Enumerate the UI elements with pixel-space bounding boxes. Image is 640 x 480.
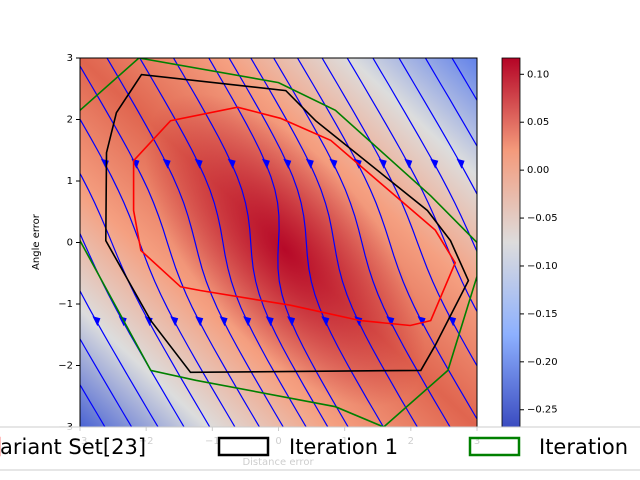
legend-label: Iteration [539, 435, 628, 459]
streamline [0, 46, 58, 439]
stream-arrow [378, 158, 387, 169]
colorbar-tick-label: −0.10 [527, 261, 558, 272]
legend-label: ariant Set[23] [0, 435, 146, 459]
colorbar-tick-label: 0.00 [527, 165, 549, 176]
stream-arrow [261, 158, 270, 169]
streamline [172, 58, 329, 427]
stream-arrow [456, 158, 465, 169]
y-tick-label: 3 [67, 53, 73, 64]
stream-arrow [39, 316, 47, 326]
y-tick-label: −2 [58, 361, 73, 372]
stream-arrow [92, 316, 101, 327]
stream-arrow [591, 159, 599, 169]
polygons [80, 58, 477, 427]
contour [132, 106, 457, 327]
colorbar-tick-label: −0.20 [527, 357, 558, 368]
stream-arrow [595, 316, 603, 326]
streamline [208, 58, 349, 427]
heatmap-peak [144, 93, 426, 407]
stream-arrow [564, 159, 572, 169]
stream-arrow [483, 159, 491, 169]
stream-arrow [354, 316, 363, 327]
streamline [296, 58, 477, 421]
streamline [372, 58, 477, 253]
colorbar-tick-label: −0.05 [527, 213, 558, 224]
stream-arrow [219, 316, 228, 327]
streamline [321, 58, 477, 367]
streamline [80, 172, 211, 427]
stream-arrow [623, 316, 631, 326]
stream-arrow [195, 316, 204, 327]
stream-arrow [170, 316, 179, 327]
stream-arrow [162, 158, 171, 169]
streamline [250, 58, 419, 427]
stream-arrow [66, 316, 74, 326]
heatmap [0, 46, 640, 439]
stream-arrow [305, 158, 314, 169]
legend-box [0, 426, 640, 471]
stream-arrow [194, 158, 203, 169]
streamline [139, 58, 307, 427]
streamline [106, 58, 284, 427]
streamline [273, 58, 451, 427]
stream-arrow [566, 316, 574, 326]
stream-arrow [386, 316, 395, 327]
legend: ariant Set[23] Iteration 1 Iteration [0, 426, 640, 471]
y-tick-label: 1 [67, 176, 73, 187]
y-tick-label: 2 [67, 115, 73, 126]
streamline [526, 46, 640, 439]
colorbar-tick-label: 0.10 [527, 69, 549, 80]
legend-swatch [468, 436, 521, 457]
stream-arrow [144, 316, 153, 327]
streamline [424, 58, 477, 148]
colorbar [501, 57, 521, 428]
stream-arrow [265, 316, 274, 327]
stream-arrow [41, 159, 49, 169]
y-axis-label: Angle error [31, 213, 42, 270]
stream-arrow [243, 316, 252, 327]
stream-arrow [12, 316, 20, 326]
streamline [80, 337, 133, 427]
streamline [398, 58, 477, 196]
contour [80, 58, 477, 427]
y-tick-label: 0 [67, 238, 73, 249]
stream-arrow [227, 158, 236, 169]
stream-arrow [430, 158, 439, 169]
colorbar-tick-label: −0.25 [527, 405, 558, 416]
contour [104, 73, 470, 374]
streamline [553, 46, 640, 439]
colorbar-tick-label: −0.15 [527, 309, 558, 320]
stream-arrow [329, 158, 338, 169]
streamline [80, 289, 159, 427]
streamline [80, 64, 261, 427]
stream-arrow [12, 159, 20, 169]
stream-arrow [417, 316, 426, 327]
legend-label: Iteration 1 [289, 435, 398, 459]
y-tick-label: −1 [58, 299, 73, 310]
stream-arrow [478, 316, 486, 326]
colorbar-tick-label: 0.05 [527, 117, 549, 128]
stream-arrow [448, 316, 457, 327]
stream-arrow [321, 316, 330, 327]
stream-arrow [287, 316, 296, 327]
streamline [472, 46, 640, 439]
stream-arrow [71, 159, 79, 169]
stream-arrow [619, 159, 627, 169]
stream-arrow [283, 158, 292, 169]
stream-arrow [404, 158, 413, 169]
streamline [80, 232, 185, 427]
stream-arrow [118, 316, 127, 327]
legend-swatch [217, 436, 270, 457]
streamline [228, 58, 385, 427]
streamline [346, 58, 477, 313]
streamlines [0, 46, 640, 439]
